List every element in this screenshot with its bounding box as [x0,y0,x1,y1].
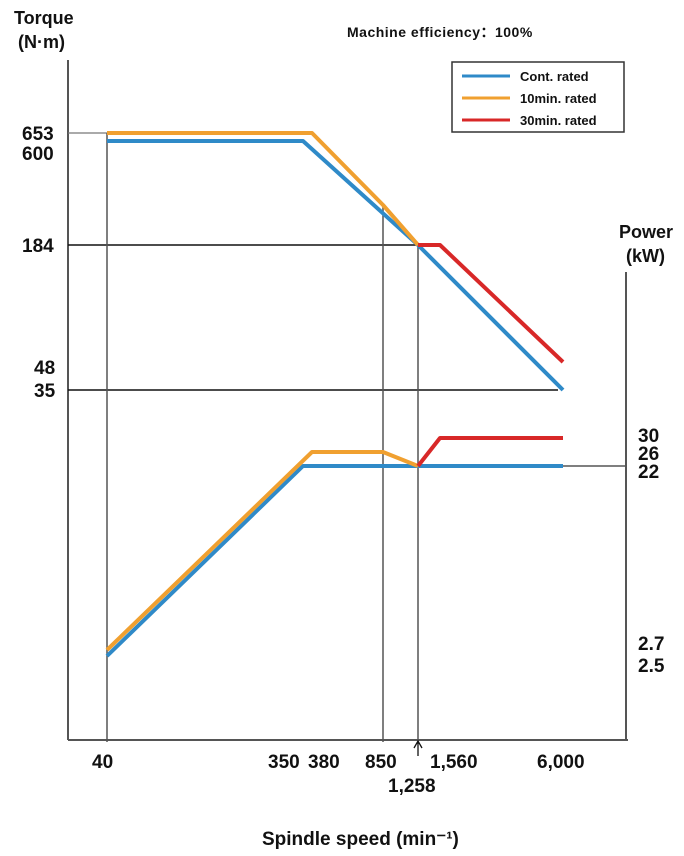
series-layer [105,131,565,658]
x-tick-40: 40 [92,752,113,773]
legend-label-30min: 30min. rated [520,113,597,128]
legend-label-cont: Cont. rated [520,69,589,84]
torque-line-30min-rated [418,243,565,364]
x-tick-850: 850 [365,752,397,773]
torque-axis-title: Torque [14,8,74,28]
torque-tick-653: 653 [22,124,54,145]
x-arrow-1258 [413,739,423,756]
x-axis-title: Spindle speed (min⁻¹) [262,829,459,850]
legend-label-10min: 10min. rated [520,91,597,106]
power-tick-2-7: 2.7 [638,634,664,655]
torque-tick-35: 35 [34,381,56,402]
torque-axis-unit: (N·m) [18,32,65,52]
power-tick-2-5: 2.5 [638,656,665,677]
power-tick-30: 30 [638,426,659,447]
torque-tick-184: 184 [22,236,54,257]
power-tick-22: 22 [638,462,659,483]
power-axis-title: Power [619,222,673,242]
power-line-30min-rated [416,436,563,468]
torque-tick-600: 600 [22,144,54,165]
power-axis-unit: (kW) [626,246,665,266]
torque-line-10min-rated [107,131,420,247]
legend: Cont. rated 10min. rated 30min. rated [451,61,625,133]
power-tick-26: 26 [638,444,659,465]
torque-line-cont-rated [107,139,565,392]
power-line-10min-rated [105,450,419,652]
x-tick-350: 350 [268,752,300,773]
x-tick-380: 380 [308,752,340,773]
x-tick-1258: 1,258 [388,776,436,797]
machine-efficiency-note: Machine efficiency：100% [347,24,533,40]
torque-tick-48: 48 [34,358,55,379]
x-tick-1560: 1,560 [430,752,478,773]
power-line-cont-rated [105,464,563,658]
x-tick-6000: 6,000 [537,752,585,773]
